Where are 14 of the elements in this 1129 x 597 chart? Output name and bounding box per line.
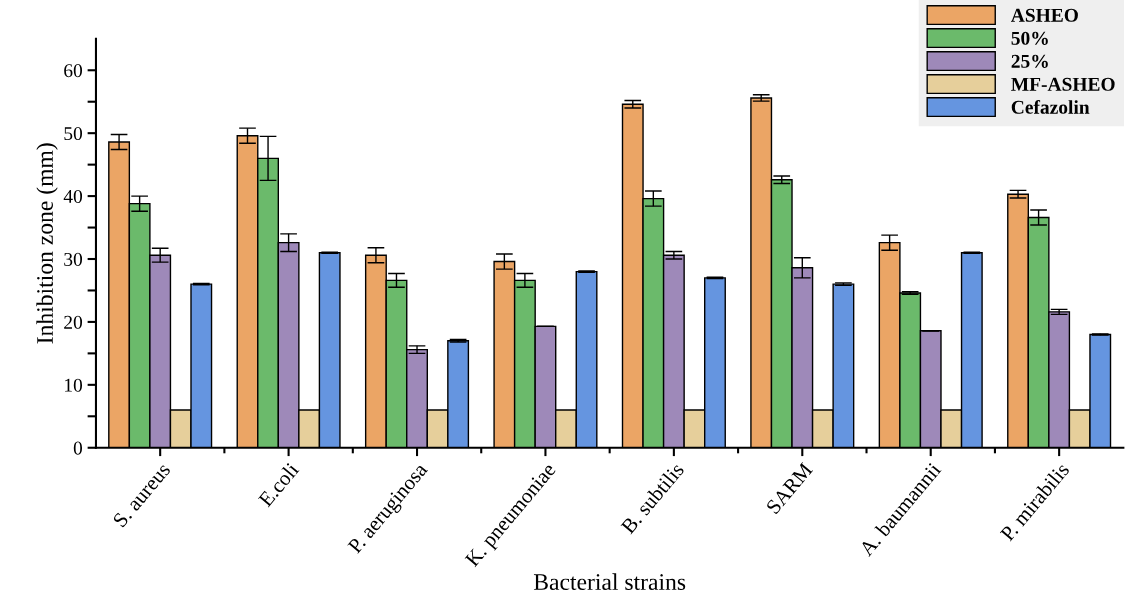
y-tick-label: 50	[64, 126, 83, 141]
x-axis-title: Bacterial strains	[533, 573, 686, 590]
y-tick-label: 40	[63, 189, 83, 204]
y-tick-label: 60	[64, 64, 83, 78]
y-tick-label: 20	[64, 315, 83, 329]
legend-label: Cefazolin	[1011, 99, 1090, 114]
y-axis-title: Inhibition zone (mm)	[36, 143, 58, 344]
y-tick-label: 0	[73, 441, 83, 455]
y-tick-label: 10	[65, 378, 83, 392]
legend-label: 25%	[1011, 54, 1048, 68]
legend-label: ASHEO	[1010, 8, 1078, 22]
legend-label: 50%	[1011, 31, 1048, 45]
legend-label: MF-ASHEO	[1011, 77, 1115, 91]
y-tick-label: 30	[64, 252, 83, 266]
